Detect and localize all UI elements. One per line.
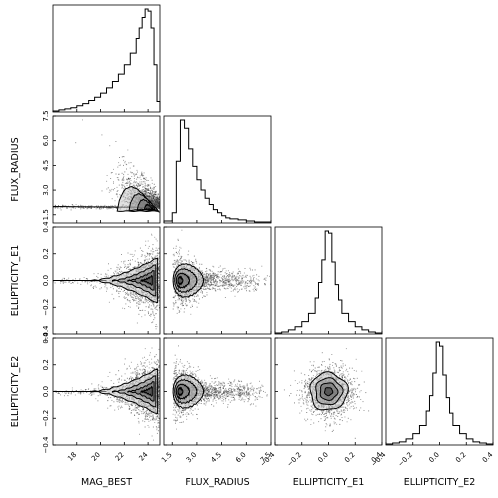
x-tick-label-ellipticity-e2: −0.2 bbox=[396, 451, 414, 469]
x-axis-label-flux-radius: FLUX_RADIUS bbox=[185, 477, 249, 488]
histogram-flux-radius bbox=[163, 115, 272, 224]
density-panel-flux-radius-vs-ellipticity-e2 bbox=[163, 337, 272, 446]
x-tick-label-mag-best: 22 bbox=[114, 451, 126, 463]
x-tick-label-ellipticity-e1: 0.0 bbox=[316, 451, 330, 465]
y-axis-label-flux-radius: FLUX_RADIUS bbox=[10, 137, 21, 201]
x-tick-label-mag-best: 18 bbox=[66, 451, 78, 463]
x-axis-label-mag-best: MAG_BEST bbox=[81, 477, 132, 488]
y-tick-label-ellipticity-e2: −0.4 bbox=[42, 436, 50, 454]
x-tick-label-flux-radius: 3.0 bbox=[185, 451, 199, 465]
contour-level-4 bbox=[177, 275, 184, 286]
x-tick-label-ellipticity-e2: −0.4 bbox=[370, 450, 388, 468]
y-tick-label-ellipticity-e1: −0.2 bbox=[42, 299, 50, 316]
y-tick-label-flux-radius: 4.5 bbox=[42, 160, 50, 171]
panel-background bbox=[164, 116, 271, 223]
density-panel-mag-best-vs-flux-radius bbox=[52, 115, 161, 224]
scatter-points bbox=[172, 229, 271, 315]
histogram-mag-best bbox=[52, 4, 161, 113]
panel-background bbox=[386, 338, 493, 445]
contour-level-4 bbox=[177, 386, 184, 397]
histogram-ellipticity-e1 bbox=[274, 226, 383, 335]
panel-frame bbox=[52, 4, 161, 113]
density-panel-ellipticity-e1-vs-ellipticity-e2 bbox=[274, 337, 383, 446]
scatter-points bbox=[53, 119, 160, 214]
x-tick-label-ellipticity-e1: 0.2 bbox=[343, 451, 357, 465]
density-panel-mag-best-vs-ellipticity-e1 bbox=[52, 226, 161, 335]
histogram-steps bbox=[274, 230, 383, 334]
y-axis-label-ellipticity-e1: ELLIPTICITY_E1 bbox=[10, 245, 21, 317]
x-tick-label-ellipticity-e1: −0.4 bbox=[259, 450, 277, 468]
x-tick-label-ellipticity-e2: 0.0 bbox=[427, 451, 441, 465]
histogram-steps bbox=[385, 341, 494, 445]
contour-level-4 bbox=[324, 387, 334, 397]
y-axis-label-ellipticity-e2: ELLIPTICITY_E2 bbox=[10, 356, 21, 428]
x-tick-label-ellipticity-e2: 0.2 bbox=[454, 451, 468, 465]
panel-background bbox=[275, 227, 382, 334]
contour-level-4 bbox=[143, 203, 154, 210]
contour-level-4 bbox=[140, 385, 153, 397]
y-tick-label-ellipticity-e1: −0.4 bbox=[42, 325, 50, 343]
x-tick-label-flux-radius: 4.5 bbox=[209, 451, 223, 465]
contour-level-4 bbox=[140, 274, 153, 286]
x-tick-label-flux-radius: 1.5 bbox=[160, 451, 174, 465]
density-panel-flux-radius-vs-ellipticity-e1 bbox=[163, 226, 272, 335]
x-tick-label-mag-best: 20 bbox=[90, 451, 102, 463]
scatter-points bbox=[53, 347, 160, 441]
y-tick-label-flux-radius: 3.0 bbox=[42, 185, 50, 196]
x-axis-label-ellipticity-e2: ELLIPTICITY_E2 bbox=[404, 477, 476, 488]
histogram-steps bbox=[52, 8, 161, 112]
y-tick-label-flux-radius: 6.0 bbox=[42, 135, 50, 146]
density-panel-mag-best-vs-ellipticity-e2 bbox=[52, 337, 161, 446]
y-tick-label-ellipticity-e2: −0.2 bbox=[42, 410, 50, 427]
y-tick-label-ellipticity-e2: 0.4 bbox=[42, 332, 50, 344]
x-axis-label-ellipticity-e1: ELLIPTICITY_E1 bbox=[293, 477, 365, 488]
x-tick-label-ellipticity-e2: 0.4 bbox=[481, 450, 495, 464]
scatter-points bbox=[172, 345, 268, 430]
x-tick-label-flux-radius: 6.0 bbox=[234, 451, 248, 465]
x-tick-label-ellipticity-e1: −0.2 bbox=[285, 451, 303, 469]
scatter-points bbox=[283, 348, 370, 439]
y-tick-label-flux-radius: 1.5 bbox=[42, 209, 50, 220]
scatter-points bbox=[53, 231, 160, 334]
x-tick-label-mag-best: 24 bbox=[138, 450, 150, 462]
y-tick-label-ellipticity-e1: 0.0 bbox=[42, 275, 50, 286]
panel-frame bbox=[163, 115, 272, 224]
panel-background bbox=[53, 5, 160, 112]
y-tick-label-ellipticity-e2: 0.0 bbox=[42, 386, 50, 397]
y-tick-label-ellipticity-e1: 0.4 bbox=[42, 221, 50, 233]
histogram-steps bbox=[163, 119, 272, 223]
panel-frame bbox=[52, 115, 161, 224]
y-tick-label-flux-radius: 7.5 bbox=[42, 110, 50, 121]
y-tick-label-ellipticity-e1: 0.2 bbox=[42, 248, 50, 259]
histogram-ellipticity-e2 bbox=[385, 337, 494, 446]
y-tick-label-ellipticity-e2: 0.2 bbox=[42, 359, 50, 370]
